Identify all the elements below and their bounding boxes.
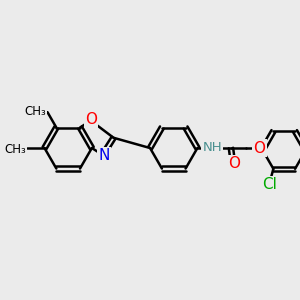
- Text: CH₃: CH₃: [4, 142, 26, 155]
- Text: NH: NH: [202, 140, 222, 154]
- Text: O: O: [254, 140, 266, 155]
- Text: O: O: [85, 112, 97, 127]
- Text: N: N: [98, 148, 110, 164]
- Text: O: O: [228, 156, 240, 171]
- Text: Cl: Cl: [262, 177, 277, 192]
- Text: CH₃: CH₃: [25, 105, 46, 118]
